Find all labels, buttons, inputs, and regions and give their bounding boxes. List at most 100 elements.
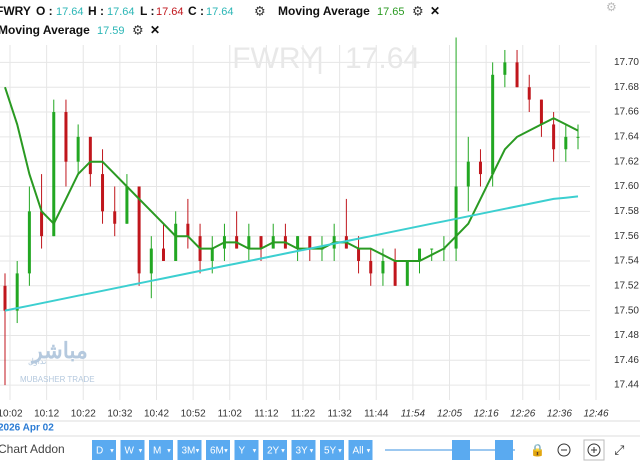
- range-button-label: D: [96, 446, 103, 457]
- candle-body: [503, 62, 507, 75]
- candle-body: [52, 112, 56, 237]
- range-button-caret: ▼: [138, 449, 144, 455]
- range-button[interactable]: [92, 440, 116, 460]
- candle-body: [149, 248, 153, 274]
- y-tick-label: 17.52: [614, 280, 639, 291]
- legend-name: Moving Average: [0, 23, 90, 37]
- range-button[interactable]: [149, 440, 173, 460]
- x-tick-label: 11:22: [291, 409, 316, 420]
- candle-body: [381, 260, 385, 274]
- y-tick-label: 17.70: [614, 57, 639, 68]
- candle-body: [64, 112, 68, 162]
- y-tick-label: 17.60: [614, 181, 639, 192]
- range-button[interactable]: [234, 440, 259, 460]
- settings-icon[interactable]: ⚙: [412, 3, 424, 18]
- range-button-label: 3M: [182, 446, 196, 457]
- candle-body: [430, 248, 434, 250]
- candle-body: [88, 136, 92, 175]
- range-button[interactable]: [177, 440, 202, 460]
- slider-handle[interactable]: [495, 440, 513, 460]
- open-label: O :: [36, 4, 53, 18]
- range-button[interactable]: [206, 440, 230, 460]
- candle-body: [357, 248, 361, 261]
- range-button-caret: ▼: [109, 449, 115, 455]
- zoom-out[interactable]: [557, 443, 571, 457]
- close-label: C :: [188, 4, 204, 18]
- x-tick-label: 10:32: [107, 409, 132, 420]
- open-value: 17.64: [56, 6, 84, 18]
- candle-body: [125, 186, 129, 224]
- x-tick-label: 12:26: [510, 409, 535, 420]
- range-button[interactable]: [320, 440, 344, 460]
- close-icon[interactable]: ✕: [150, 23, 160, 37]
- range-button-caret: ▼: [309, 449, 315, 455]
- candle-body: [247, 236, 251, 249]
- x-tick-label: 12:46: [583, 409, 608, 420]
- candle-body: [40, 211, 44, 237]
- candle-body: [552, 124, 556, 150]
- watermark-symbol: FWRY: [232, 42, 320, 75]
- close-icon[interactable]: ✕: [430, 4, 440, 18]
- range-button[interactable]: [348, 440, 373, 460]
- logo-arabic-sub: تداول: [28, 357, 46, 366]
- high-value: 17.64: [107, 6, 135, 18]
- candle-body: [539, 99, 543, 125]
- close-value: 17.64: [206, 6, 234, 18]
- watermark-price: 17.64: [345, 42, 420, 75]
- grid: [0, 45, 597, 400]
- candle-body: [418, 248, 422, 261]
- range-button[interactable]: [263, 440, 287, 460]
- y-tick-label: 17.64: [614, 131, 639, 142]
- y-tick-label: 17.48: [614, 330, 639, 341]
- range-button-label: 6M: [210, 446, 224, 457]
- candle-body: [491, 74, 495, 175]
- range-button-label: M: [153, 446, 161, 457]
- addon-label[interactable]: Chart Addon: [0, 442, 65, 456]
- range-button-label: W: [125, 446, 135, 457]
- fullscreen-icon[interactable]: ⤢: [614, 442, 624, 457]
- x-tick-label: 10:52: [181, 409, 206, 420]
- slider-handle[interactable]: [452, 440, 470, 460]
- range-button-caret: ▼: [195, 449, 201, 455]
- candle-body: [27, 211, 31, 274]
- range-button-label: Y: [239, 446, 246, 457]
- y-tick-label: 17.62: [614, 156, 639, 167]
- y-tick-label: 17.46: [614, 355, 639, 366]
- zoom-in[interactable]: [587, 443, 601, 457]
- lock-icon[interactable]: 🔒: [530, 443, 545, 457]
- x-tick-label: 10:12: [34, 409, 59, 420]
- gear-icon[interactable]: ⚙: [606, 0, 617, 14]
- range-button-caret: ▼: [337, 449, 343, 455]
- candle-body: [405, 260, 409, 286]
- candle-body: [186, 223, 190, 237]
- x-tick-label: 10:22: [71, 409, 96, 420]
- x-tick-label: 10:02: [0, 409, 23, 420]
- candle-body: [174, 223, 178, 261]
- candle-body: [576, 136, 580, 138]
- high-label: H :: [88, 4, 104, 18]
- range-button-label: All: [353, 446, 364, 457]
- candle-body: [466, 161, 470, 187]
- candle-body: [393, 260, 397, 286]
- settings-icon[interactable]: ⚙: [254, 3, 266, 18]
- x-tick-label: 11:12: [254, 409, 279, 420]
- legend-value: 17.65: [377, 6, 405, 18]
- range-button-caret: ▼: [223, 449, 229, 455]
- moving-average-line: [4, 195, 579, 312]
- y-tick-label: 17.56: [614, 231, 639, 242]
- settings-icon[interactable]: ⚙: [132, 22, 144, 37]
- x-tick-label: 12:16: [474, 409, 499, 420]
- range-button[interactable]: [120, 440, 145, 460]
- low-label: L :: [140, 4, 154, 18]
- candle-body: [259, 236, 263, 249]
- y-tick-label: 17.66: [614, 107, 639, 118]
- candle-body: [15, 273, 19, 311]
- y-tick-label: 17.50: [614, 305, 639, 316]
- candle-body: [210, 248, 214, 261]
- y-tick-label: 17.44: [614, 380, 639, 391]
- candle-body: [564, 136, 568, 150]
- logo-latin: MUBASHER TRADE: [20, 375, 95, 384]
- legend-value: 17.59: [97, 25, 125, 37]
- range-button[interactable]: [291, 440, 316, 460]
